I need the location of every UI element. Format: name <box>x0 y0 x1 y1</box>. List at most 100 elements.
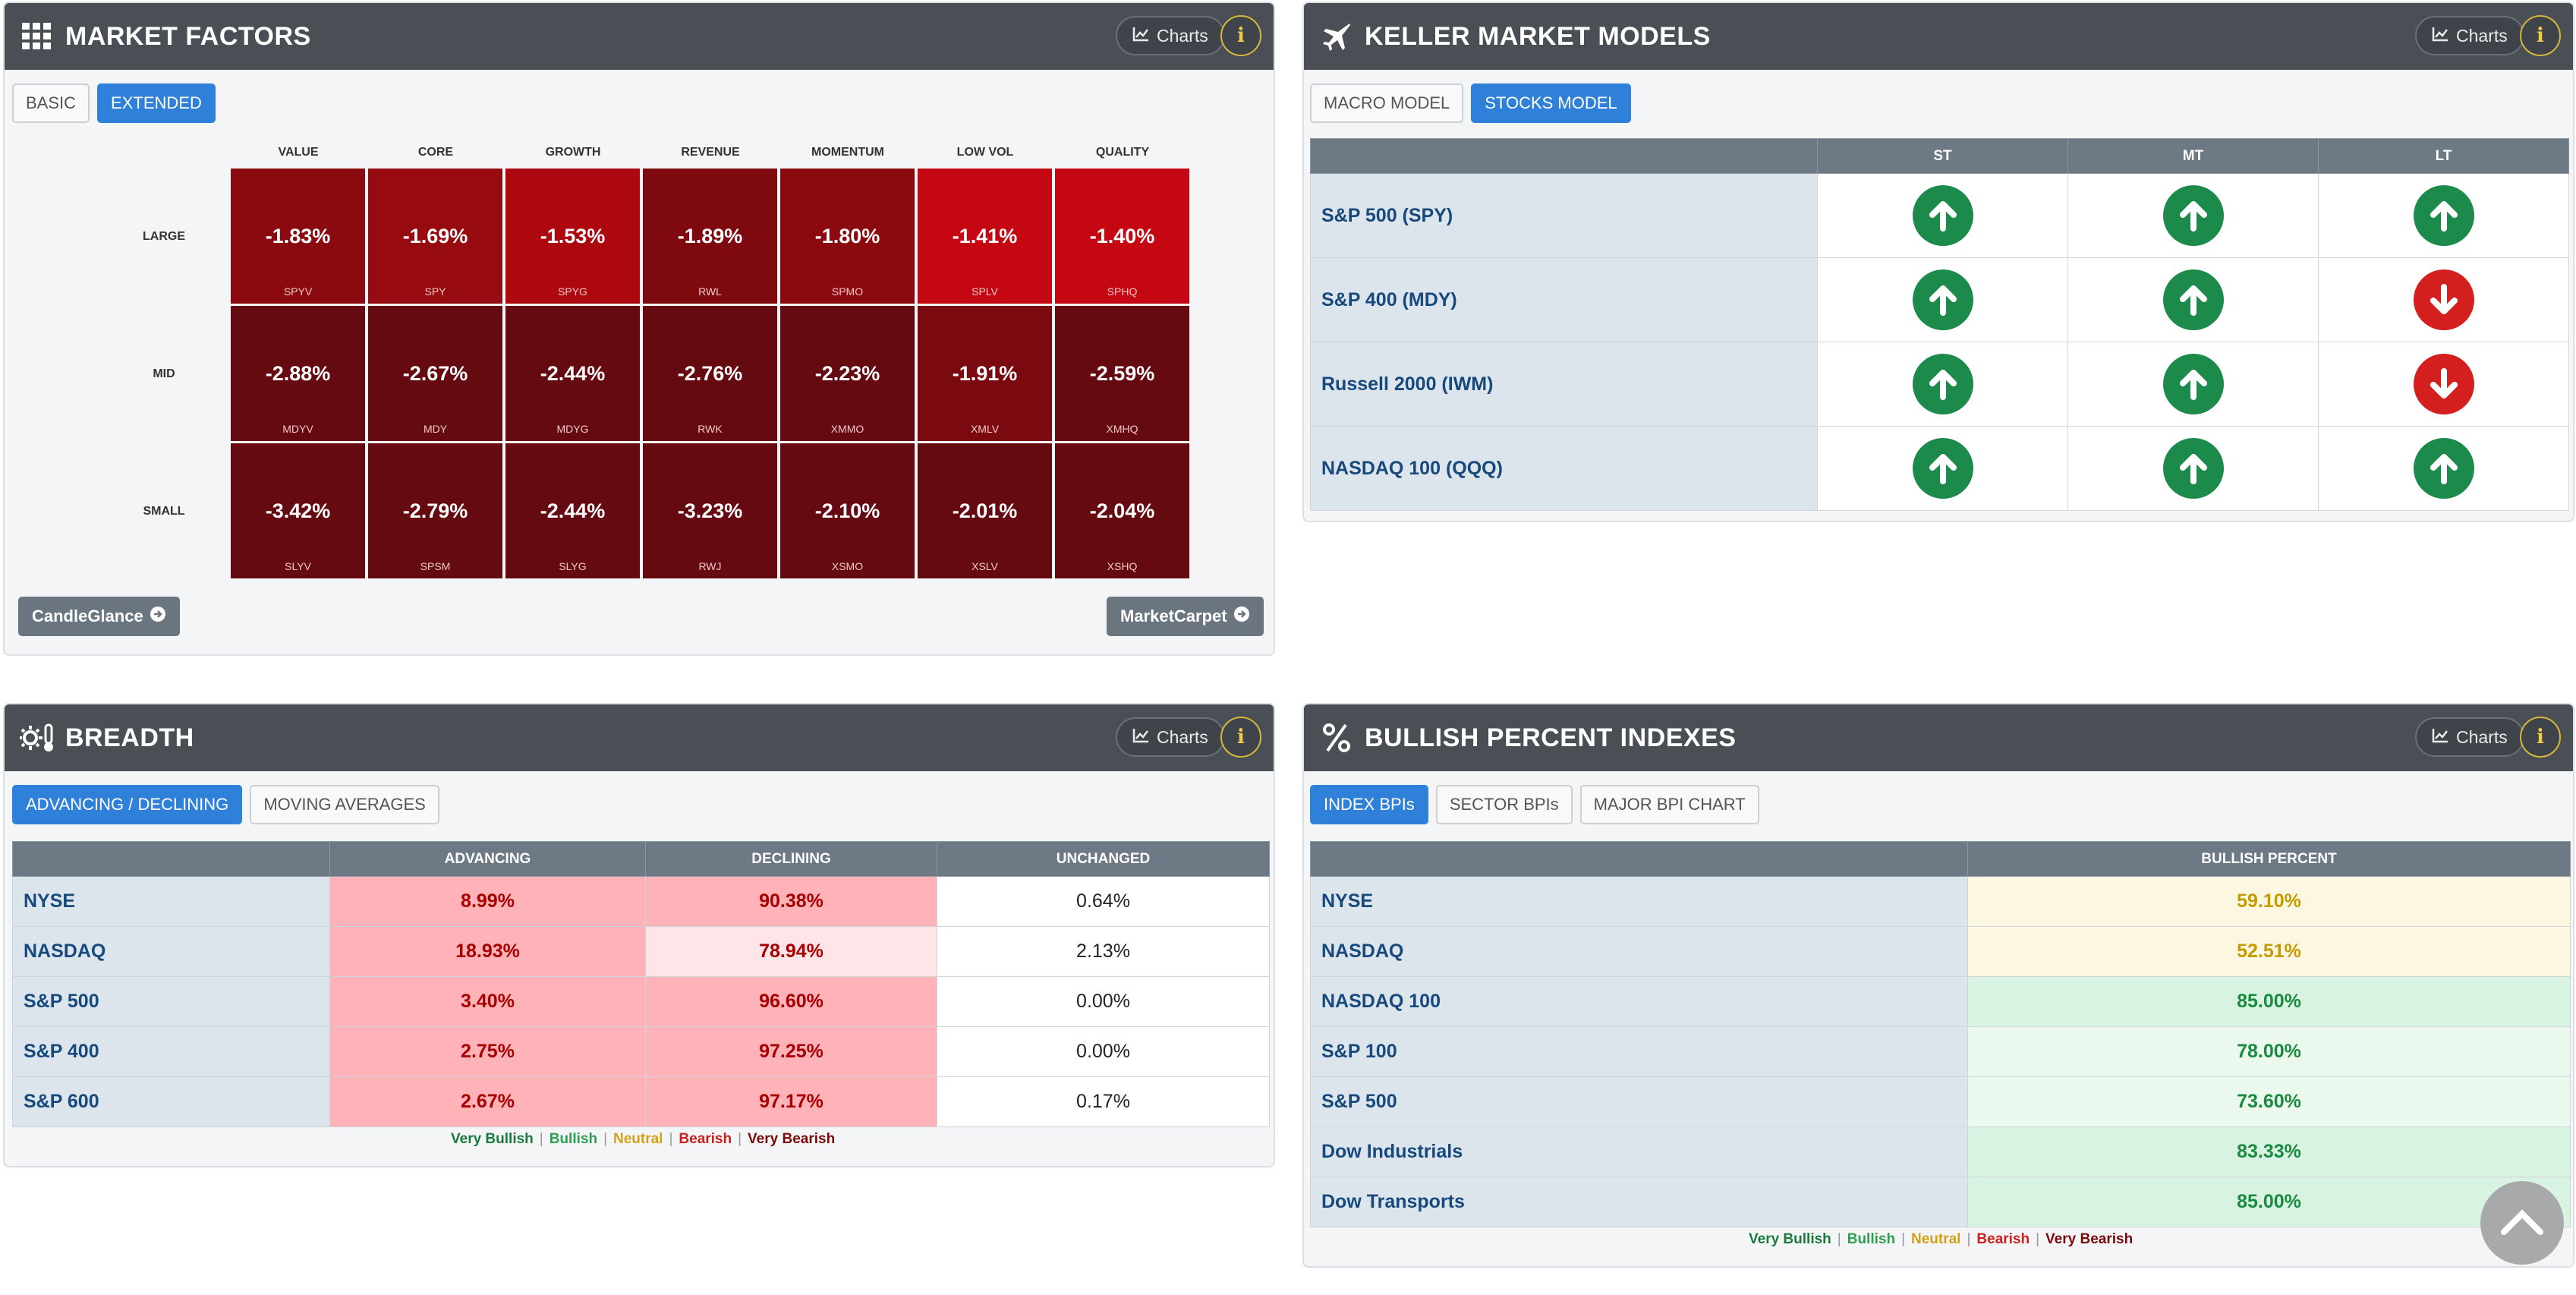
info-button[interactable]: i <box>2520 717 2561 758</box>
signal-cell <box>2318 173 2569 258</box>
heatmap-cell[interactable]: -2.59% XMHQ <box>1055 306 1189 441</box>
scroll-to-top-button[interactable] <box>2480 1181 2564 1265</box>
index-name[interactable]: S&P 400 <box>12 1026 330 1077</box>
table-row: Russell 2000 (IWM) <box>1310 342 2569 427</box>
percent-icon <box>1319 720 1354 755</box>
heatmap-cell[interactable]: -2.10% XSMO <box>780 443 915 578</box>
index-name[interactable]: NASDAQ 100 <box>1310 976 1968 1027</box>
heatmap-cell[interactable]: -1.69% SPY <box>368 169 502 304</box>
cell-symbol: RWL <box>698 285 722 298</box>
column-header: LT <box>2318 138 2569 174</box>
index-name[interactable]: S&P 600 <box>12 1076 330 1127</box>
tab-moving-averages[interactable]: MOVING AVERAGES <box>250 785 439 824</box>
cell-percent: -2.79% <box>402 499 468 522</box>
arrow-up-icon <box>1912 354 1973 414</box>
bullish-percent-value: 85.00% <box>1967 1177 2571 1227</box>
heatmap-cell[interactable]: -1.80% SPMO <box>780 169 915 304</box>
heatmap-cell[interactable]: -1.83% SPYV <box>231 169 365 304</box>
index-name[interactable]: S&P 500 (SPY) <box>1310 173 1818 258</box>
index-name[interactable]: Dow Transports <box>1310 1177 1968 1227</box>
candleglance-button[interactable]: CandleGlance <box>18 597 180 636</box>
cell-symbol: SLYV <box>285 560 311 572</box>
heatmap-cell[interactable]: -2.67% MDY <box>368 306 502 441</box>
signal-cell <box>2318 342 2569 427</box>
legend-separator: | <box>2036 1231 2040 1247</box>
index-name[interactable]: Russell 2000 (IWM) <box>1310 342 1818 427</box>
marketcarpet-button[interactable]: MarketCarpet <box>1107 597 1264 636</box>
unchanged-value: 0.00% <box>937 976 1270 1027</box>
cell-symbol: XSLV <box>972 560 998 572</box>
tab-basic[interactable]: BASIC <box>12 83 90 123</box>
index-name[interactable]: S&P 500 <box>12 976 330 1027</box>
column-header: BULLISH PERCENT <box>1967 841 2571 877</box>
charts-button[interactable]: Charts <box>1116 717 1225 757</box>
heatmap-cell[interactable]: -1.40% SPHQ <box>1055 169 1189 304</box>
bpi-table: BULLISH PERCENT NYSE 59.10% NASDAQ 52.51% NA… <box>1310 841 2571 1227</box>
tab-major-bpi-chart[interactable]: MAJOR BPI CHART <box>1579 785 1759 824</box>
panel-title: MARKET FACTORS <box>65 21 311 51</box>
tab-stocks-model[interactable]: STOCKS MODEL <box>1471 83 1631 123</box>
heatmap-cell[interactable]: -2.88% MDYV <box>231 306 365 441</box>
legend-item: Very Bearish <box>2045 1231 2134 1247</box>
legend-separator: | <box>1901 1231 1905 1247</box>
legend-separator: | <box>1967 1231 1971 1247</box>
table-row: NYSE 59.10% <box>1310 876 2571 927</box>
cell-percent: -3.42% <box>265 499 331 522</box>
charts-button[interactable]: Charts <box>2415 16 2524 55</box>
cell-symbol: XMHQ <box>1106 423 1138 435</box>
declining-value: 96.60% <box>645 976 937 1027</box>
tab-advancing-declining[interactable]: ADVANCING / DECLINING <box>12 785 243 824</box>
heatmap-cell[interactable]: -1.53% SPYG <box>505 169 640 304</box>
heatmap-cell[interactable]: -3.23% RWJ <box>643 443 777 578</box>
charts-button[interactable]: Charts <box>2415 717 2524 757</box>
index-name[interactable]: S&P 500 <box>1310 1076 1968 1127</box>
heatmap-cell[interactable]: -2.76% RWK <box>643 306 777 441</box>
signal-cell <box>1817 173 2068 258</box>
table-row: S&P 500 3.40% 96.60% 0.00% <box>12 976 1270 1027</box>
heatmap-cell[interactable]: -2.44% SLYG <box>505 443 640 578</box>
heatmap-cell[interactable]: -2.79% SPSM <box>368 443 502 578</box>
unchanged-value: 0.17% <box>937 1076 1270 1127</box>
cell-symbol: RWK <box>698 423 723 435</box>
cell-symbol: MDYG <box>556 423 589 435</box>
index-name[interactable]: NASDAQ <box>1310 926 1968 977</box>
factor-column-header: VALUE <box>278 146 319 159</box>
index-name[interactable]: S&P 100 <box>1310 1026 1968 1077</box>
tab-index-bpis[interactable]: INDEX BPIs <box>1310 785 1428 824</box>
charts-button[interactable]: Charts <box>1116 16 1225 55</box>
heatmap-cell[interactable]: -2.44% MDYG <box>505 306 640 441</box>
heatmap-cell[interactable]: -1.41% SPLV <box>918 169 1052 304</box>
index-name[interactable]: NASDAQ <box>12 926 330 977</box>
info-button[interactable]: i <box>2520 15 2561 56</box>
info-button[interactable]: i <box>1220 717 1261 758</box>
legend-item: Bullish <box>549 1131 598 1147</box>
panel-title: KELLER MARKET MODELS <box>1365 21 1711 51</box>
table-row: Dow Industrials 83.33% <box>1310 1126 2571 1177</box>
info-button[interactable]: i <box>1220 15 1261 56</box>
bullish-percent-value: 73.60% <box>1967 1076 2571 1127</box>
index-name[interactable]: NYSE <box>1310 876 1968 927</box>
heatmap-cell[interactable]: -2.04% XSHQ <box>1055 443 1189 578</box>
heatmap-cell[interactable]: -2.23% XMMO <box>780 306 915 441</box>
legend-item: Bearish <box>679 1131 732 1147</box>
signal-cell <box>2067 426 2319 511</box>
index-name[interactable]: S&P 400 (MDY) <box>1310 257 1818 342</box>
tab-extended[interactable]: EXTENDED <box>97 83 216 123</box>
cell-percent: -1.69% <box>402 224 468 247</box>
heatmap-cell[interactable]: -1.91% XMLV <box>918 306 1052 441</box>
factor-column-header: REVENUE <box>681 146 740 159</box>
advancing-value: 18.93% <box>329 926 646 977</box>
heatmap-cell[interactable]: -1.89% RWL <box>643 169 777 304</box>
declining-value: 78.94% <box>645 926 937 977</box>
cell-percent: -2.67% <box>402 361 468 385</box>
heatmap-cell[interactable]: -2.01% XSLV <box>918 443 1052 578</box>
cell-symbol: SPMO <box>831 285 864 298</box>
index-name[interactable]: Dow Industrials <box>1310 1126 1968 1177</box>
heatmap-cell[interactable]: -3.42% SLYV <box>231 443 365 578</box>
index-name[interactable]: NYSE <box>12 876 330 927</box>
index-name[interactable]: NASDAQ 100 (QQQ) <box>1310 426 1818 511</box>
factor-column-header: QUALITY <box>1095 146 1150 159</box>
tab-sector-bpis[interactable]: SECTOR BPIs <box>1435 785 1573 824</box>
tab-macro-model[interactable]: MACRO MODEL <box>1310 83 1464 123</box>
arrow-down-icon <box>2413 269 2474 330</box>
